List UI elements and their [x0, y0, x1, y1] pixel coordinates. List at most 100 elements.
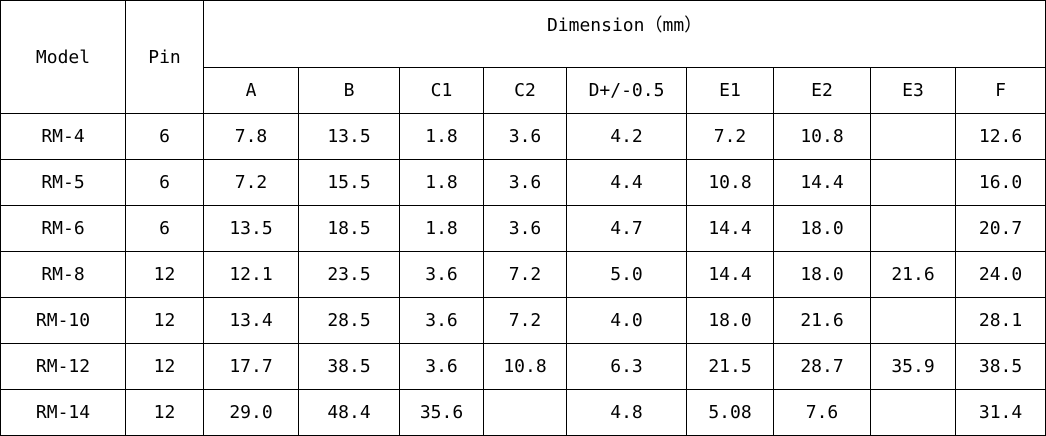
data-row: RM-8 12 12.1 23.5 3.6 7.2 5.0 14.4 18.0 21.6 24.0 [0, 251, 1046, 298]
data-cell: 1.8 [399, 205, 484, 252]
data-cell: 21.6 [773, 297, 871, 344]
data-cell: 12.6 [954, 113, 1046, 160]
data-cell: 6 [125, 159, 204, 206]
data-row: RM-12 12 17.7 38.5 3.6 10.8 6.3 21.5 28.7 35.9 38.… [0, 343, 1046, 390]
data-cell [870, 389, 956, 436]
data-cell: 12.1 [203, 251, 299, 298]
data-cell: 5.0 [566, 251, 687, 298]
data-cell [870, 113, 956, 160]
data-cell: 28.5 [298, 297, 400, 344]
data-cell: 18.0 [773, 251, 871, 298]
data-cell: 1.8 [399, 113, 484, 160]
data-cell: 20.7 [954, 205, 1046, 252]
data-cell: 3.6 [399, 297, 484, 344]
data-cell: 1.8 [399, 159, 484, 206]
data-cell: 7.2 [483, 251, 567, 298]
data-cell: 21.6 [870, 251, 956, 298]
data-cell: RM-14 [0, 389, 126, 436]
data-cell: 3.6 [399, 343, 484, 390]
data-cell: 7.2 [483, 297, 567, 344]
data-cell: 31.4 [954, 389, 1046, 436]
data-cell: 4.2 [566, 113, 687, 160]
data-cell: 3.6 [399, 251, 484, 298]
data-cell: RM-12 [0, 343, 126, 390]
header-cell: Dimension（mm） [202, 0, 1046, 68]
data-cell: RM-5 [0, 159, 126, 206]
header-cell: E2 [773, 67, 871, 114]
data-cell: 14.4 [773, 159, 871, 206]
data-cell: RM-10 [0, 297, 126, 344]
data-cell: 3.6 [483, 205, 567, 252]
header-row: A B C1 C2 D+/-0.5 E1 E2 E3 F [1, 67, 1046, 114]
header-row: Model Pin Dimension（mm） [0, 0, 1046, 114]
header-cell: Model [0, 0, 126, 114]
data-cell: 6 [125, 205, 204, 252]
data-row: RM-4 6 7.8 13.5 1.8 3.6 4.2 7.2 10.8 12.6 [0, 113, 1046, 160]
data-cell: 35.6 [399, 389, 484, 436]
data-cell: 13.5 [298, 113, 400, 160]
data-cell: 3.6 [483, 113, 567, 160]
data-cell: 38.5 [954, 343, 1046, 390]
data-row: RM-6 6 13.5 18.5 1.8 3.6 4.7 14.4 18.0 20.7 [0, 205, 1046, 252]
data-row: RM-10 12 13.4 28.5 3.6 7.2 4.0 18.0 21.6 28.1 [0, 297, 1046, 344]
data-cell: 7.6 [773, 389, 871, 436]
data-cell: 4.4 [566, 159, 687, 206]
data-cell: 13.5 [203, 205, 299, 252]
data-cell: 24.0 [954, 251, 1046, 298]
data-cell: 17.7 [203, 343, 299, 390]
data-cell [483, 389, 567, 436]
header-cell: E3 [870, 67, 956, 114]
data-row: RM-14 12 29.0 48.4 35.6 4.8 5.08 7.6 31.4 [0, 389, 1046, 436]
data-cell: 38.5 [298, 343, 400, 390]
header-cell: E1 [686, 67, 774, 114]
data-cell: 6.3 [566, 343, 687, 390]
data-cell: 16.0 [954, 159, 1046, 206]
data-cell: 13.4 [203, 297, 299, 344]
data-cell: 48.4 [298, 389, 400, 436]
data-cell: 14.4 [686, 251, 774, 298]
data-cell: 12 [125, 343, 204, 390]
data-cell: 7.8 [203, 113, 299, 160]
data-cell: 12 [125, 389, 204, 436]
data-cell: 7.2 [686, 113, 774, 160]
data-cell: 14.4 [686, 205, 774, 252]
data-cell [870, 205, 956, 252]
header-cell: A [203, 67, 299, 114]
data-cell: RM-8 [0, 251, 126, 298]
data-cell: 3.6 [483, 159, 567, 206]
data-cell: 28.1 [954, 297, 1046, 344]
data-cell: 6 [125, 113, 204, 160]
data-cell: 10.8 [483, 343, 567, 390]
data-row: RM-5 6 7.2 15.5 1.8 3.6 4.4 10.8 14.4 16.0 [0, 159, 1046, 206]
header-cell: C2 [483, 67, 567, 114]
data-cell: 29.0 [203, 389, 299, 436]
data-cell [870, 159, 956, 206]
data-cell: 18.0 [686, 297, 774, 344]
header-cell: Pin [125, 0, 204, 114]
data-cell: 21.5 [686, 343, 774, 390]
data-cell: 10.8 [773, 113, 871, 160]
data-cell: 15.5 [298, 159, 400, 206]
data-cell: 35.9 [870, 343, 956, 390]
data-cell: RM-4 [0, 113, 126, 160]
data-cell: 7.2 [203, 159, 299, 206]
data-cell: 18.0 [773, 205, 871, 252]
data-cell: 12 [125, 251, 204, 298]
data-cell: 4.8 [566, 389, 687, 436]
header-cell: D+/-0.5 [566, 67, 687, 114]
data-cell: 4.0 [566, 297, 687, 344]
header-cell: B [298, 67, 400, 114]
data-cell: 18.5 [298, 205, 400, 252]
data-cell: 10.8 [686, 159, 774, 206]
data-cell: 12 [125, 297, 204, 344]
data-cell: 4.7 [566, 205, 687, 252]
data-cell: RM-6 [0, 205, 126, 252]
header-cell: C1 [399, 67, 484, 114]
data-cell: 5.08 [686, 389, 774, 436]
data-cell: 23.5 [298, 251, 400, 298]
header-cell: F [954, 67, 1046, 114]
data-cell [870, 297, 956, 344]
data-cell: 28.7 [773, 343, 871, 390]
